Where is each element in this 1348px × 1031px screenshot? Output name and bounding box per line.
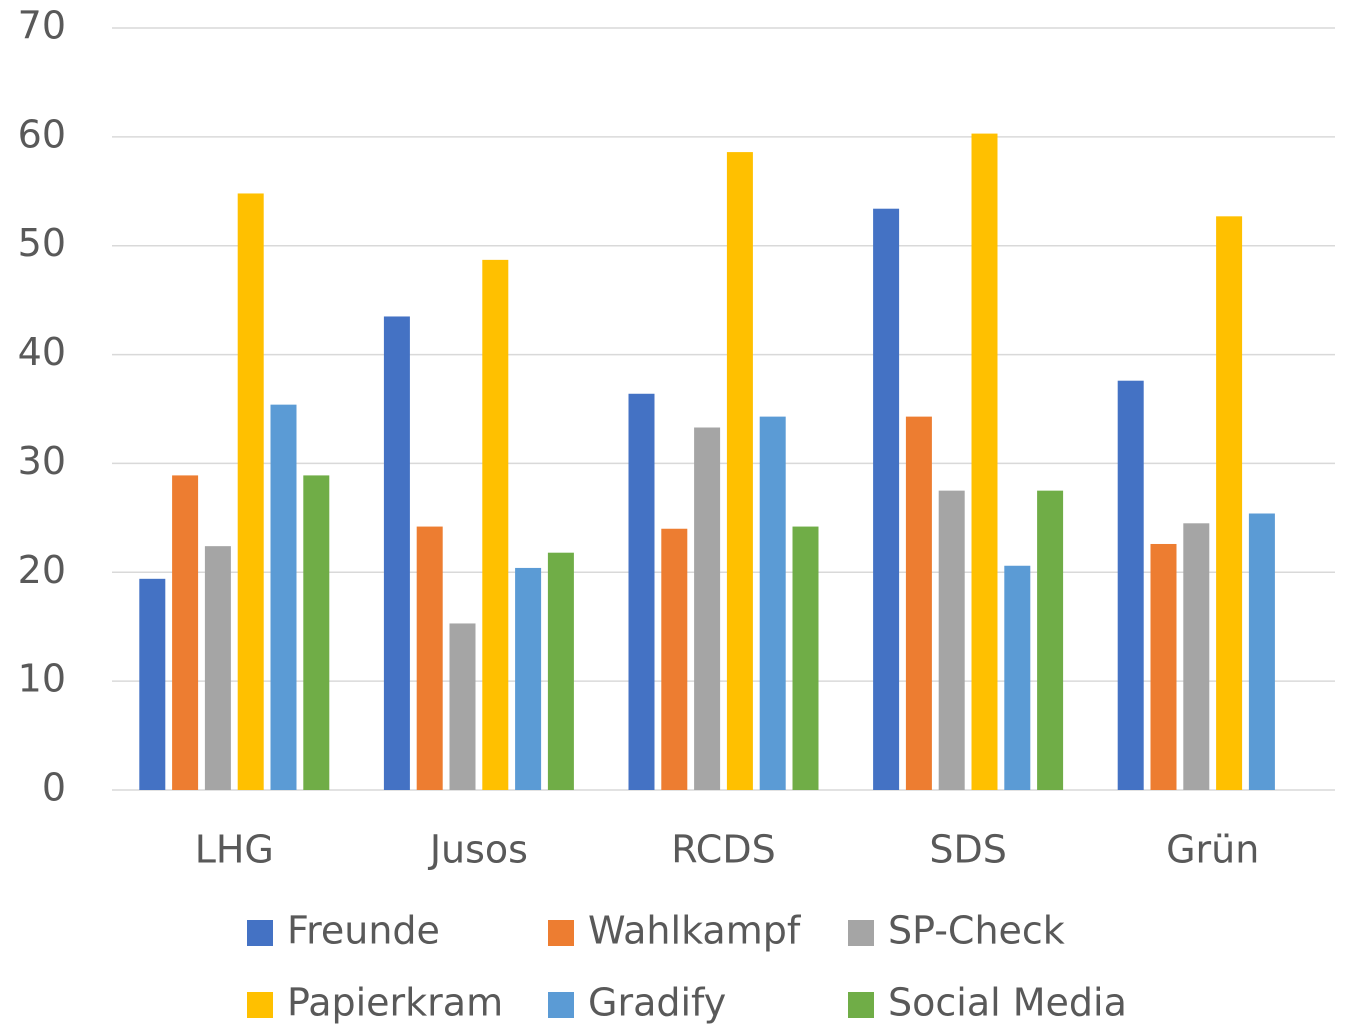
y-tick-label: 0	[42, 766, 66, 810]
bar	[139, 578, 166, 790]
bar	[1004, 565, 1031, 790]
x-tick-label: LHG	[195, 828, 274, 872]
y-tick-label: 40	[18, 330, 66, 374]
bar	[482, 259, 509, 790]
bar	[237, 193, 264, 790]
legend-label: SP-Check	[888, 909, 1065, 953]
bar	[694, 427, 721, 790]
y-tick-label: 60	[18, 112, 66, 156]
bar	[661, 528, 688, 790]
bar	[270, 404, 297, 790]
x-tick-label: SDS	[929, 828, 1007, 872]
y-tick-label: 30	[18, 439, 66, 483]
legend-swatch	[247, 992, 273, 1018]
legend-label: Papierkram	[287, 981, 503, 1025]
bar	[303, 475, 330, 790]
legend-swatch	[848, 920, 874, 946]
bar	[628, 393, 655, 790]
legend-swatch	[848, 992, 874, 1018]
bar	[1037, 490, 1064, 790]
y-tick-label: 10	[18, 657, 66, 701]
bar	[1150, 543, 1177, 790]
bar	[938, 490, 965, 790]
legend-label: Freunde	[287, 909, 440, 953]
legend-swatch	[548, 992, 574, 1018]
bar	[726, 152, 753, 790]
bar	[873, 208, 900, 790]
legend-swatch	[247, 920, 273, 946]
y-tick-label: 20	[18, 548, 66, 592]
legend-label: Social Media	[888, 981, 1127, 1025]
bar	[515, 567, 542, 790]
bar	[905, 416, 932, 790]
y-tick-label: 50	[18, 221, 66, 265]
bar	[1117, 380, 1144, 790]
x-tick-label: Jusos	[428, 828, 528, 872]
bar	[172, 475, 199, 790]
bar	[416, 526, 443, 790]
bar	[1216, 216, 1243, 790]
legend-label: Wahlkampf	[588, 909, 802, 953]
bar	[383, 316, 410, 790]
bar	[449, 623, 476, 790]
bar	[759, 416, 786, 790]
bar	[1248, 513, 1275, 790]
x-tick-label: RCDS	[671, 828, 775, 872]
bar	[792, 526, 819, 790]
bar	[547, 552, 574, 790]
bar	[1183, 523, 1210, 790]
bar	[204, 546, 231, 790]
legend-swatch	[548, 920, 574, 946]
legend-label: Gradify	[588, 981, 726, 1025]
x-tick-label: Grün	[1166, 828, 1259, 872]
bar	[971, 133, 998, 790]
y-tick-label: 70	[18, 4, 66, 48]
